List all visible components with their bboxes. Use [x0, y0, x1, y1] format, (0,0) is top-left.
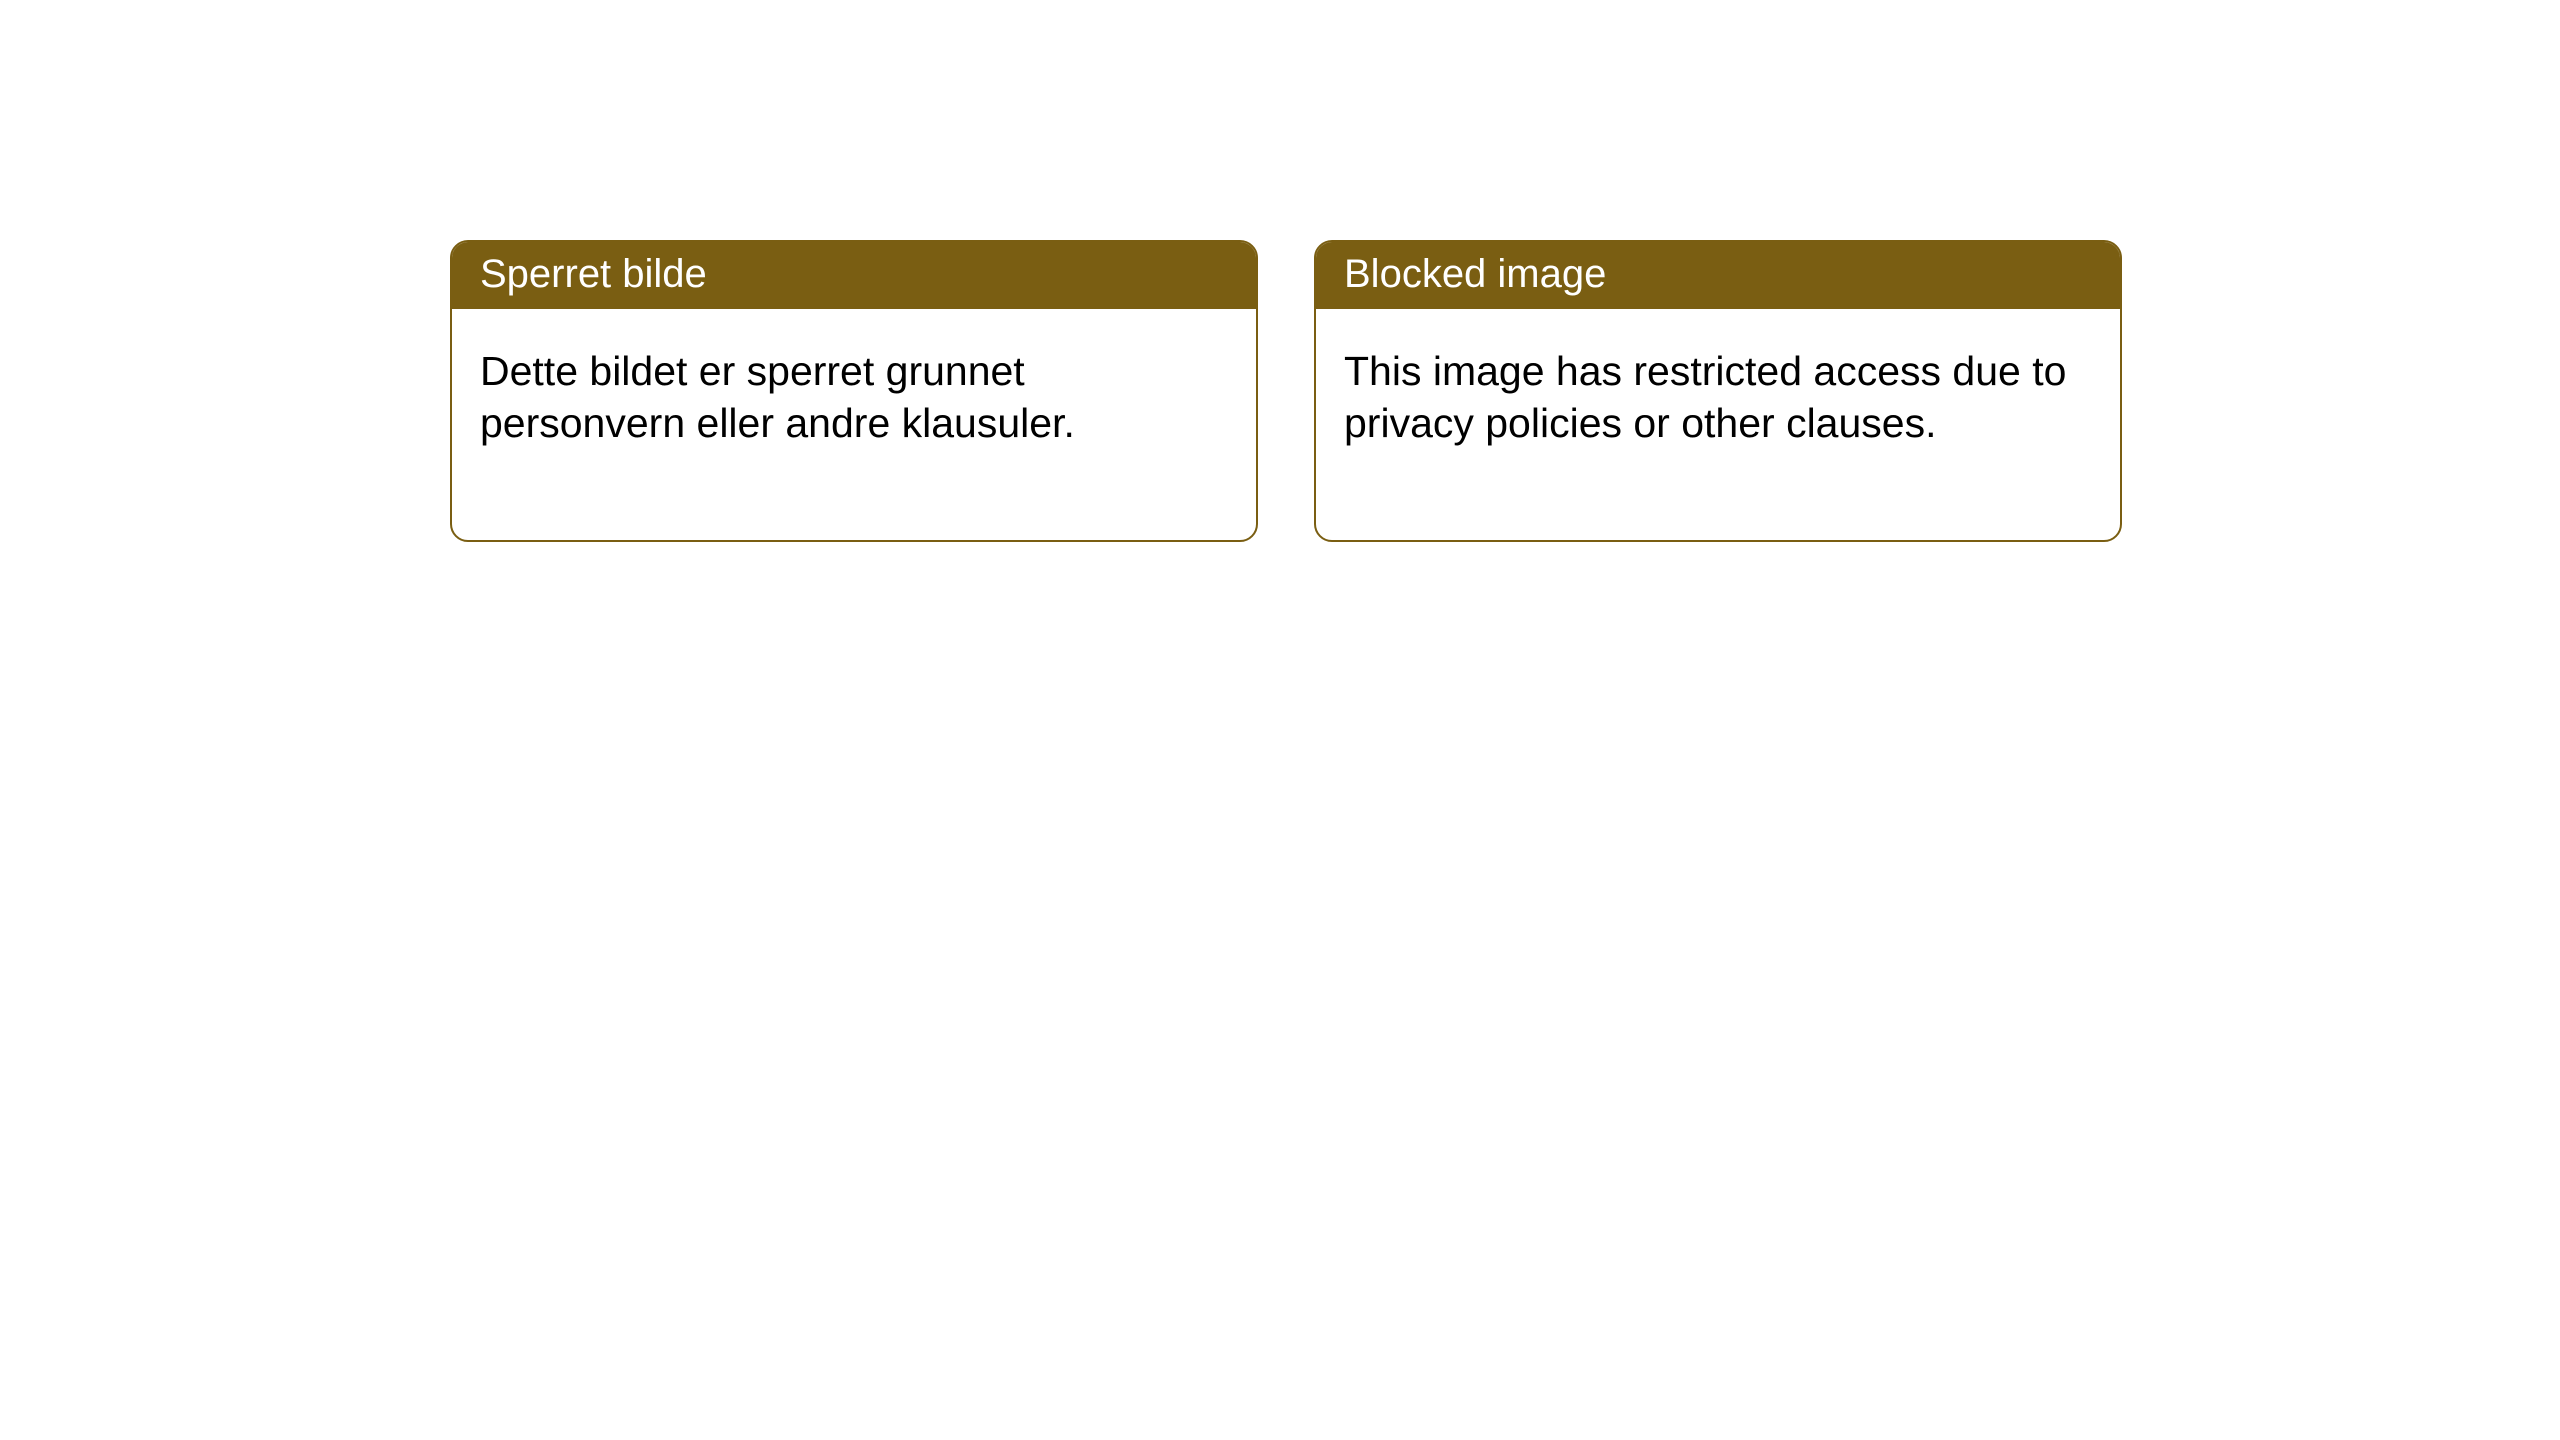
- blocked-image-card-no: Sperret bilde Dette bildet er sperret gr…: [450, 240, 1258, 542]
- card-header-no: Sperret bilde: [452, 242, 1256, 309]
- card-body-en: This image has restricted access due to …: [1316, 309, 2120, 540]
- notice-container: Sperret bilde Dette bildet er sperret gr…: [0, 0, 2560, 542]
- card-body-no: Dette bildet er sperret grunnet personve…: [452, 309, 1256, 540]
- card-header-en: Blocked image: [1316, 242, 2120, 309]
- blocked-image-card-en: Blocked image This image has restricted …: [1314, 240, 2122, 542]
